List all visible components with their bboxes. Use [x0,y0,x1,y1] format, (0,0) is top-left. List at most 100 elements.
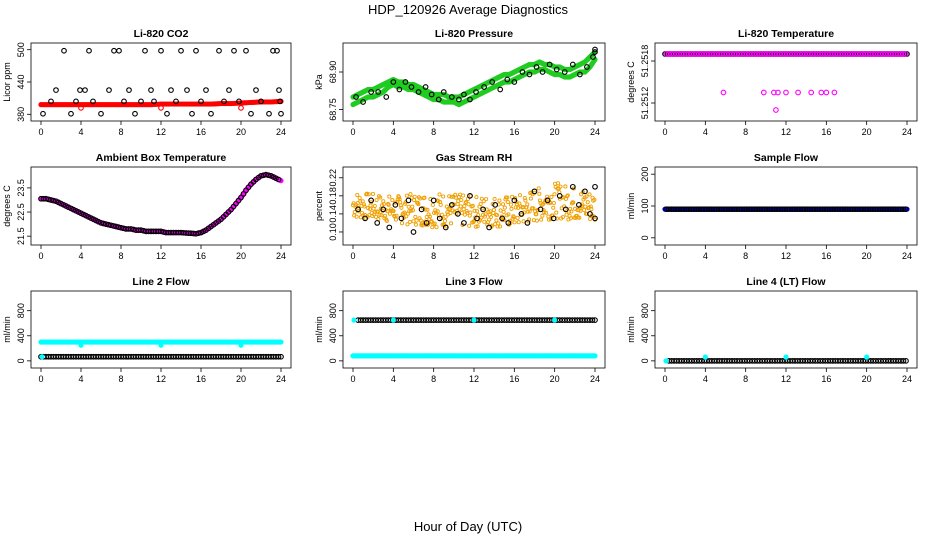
x-tick-label: 16 [509,374,519,384]
data-point [473,89,479,95]
x-tick-label: 24 [590,127,600,137]
x-tick-label: 12 [156,374,166,384]
data-point [113,223,119,230]
panel-line4: Line 4 (LT) Flow ml/min 0 4 8 12 16 20 24 0 400 800 [626,276,918,384]
data-point [587,211,593,217]
data-point [368,203,373,208]
data-point [456,96,462,103]
data-point [366,192,371,197]
data-point [903,358,909,364]
x-tick-label: 8 [118,374,123,384]
data-point [425,222,431,227]
data-point [355,193,360,198]
x-tick-label: 0 [350,251,355,261]
data-point [569,183,576,190]
data-point [351,317,357,323]
data-point [542,210,547,215]
data-point [447,194,452,199]
data-point [438,202,443,207]
data-point [592,197,597,202]
data-point [592,215,598,222]
data-point [900,358,907,364]
x-tick-label: 8 [118,127,123,137]
data-point [184,87,190,93]
data-point [472,208,477,213]
data-point [48,197,54,203]
y-tick-label: 0 [640,358,650,363]
y-tick-label: 0 [16,358,26,363]
data-point [525,202,530,207]
data-point [368,89,375,95]
data-point [471,219,477,224]
data-point [189,110,195,117]
data-point [352,209,357,215]
data-point [422,195,427,200]
data-point [481,199,486,204]
data-point [588,204,593,209]
data-point [543,210,549,215]
y-tick-label: 22.5 [16,203,26,221]
data-point [394,213,399,218]
series-0 [38,339,284,345]
data-point [773,107,779,113]
data-point [505,200,510,205]
data-point [576,202,582,208]
panel-title: Line 3 Flow [445,276,503,288]
x-tick-label: 16 [509,251,519,261]
data-point [128,226,134,232]
data-point [430,202,435,207]
data-point [502,205,507,210]
data-point [412,198,417,203]
data-point [497,86,504,93]
data-point [422,84,429,90]
data-point [253,87,259,93]
data-point [864,354,870,360]
data-point [506,212,511,217]
data-point [531,206,536,211]
x-tick-label: 0 [38,374,43,384]
data-point [398,215,405,222]
data-point [461,207,466,212]
data-point [482,214,487,219]
data-point [203,87,209,93]
data-point [483,212,488,217]
x-tick-label: 0 [662,251,667,261]
data-point [442,218,448,224]
series-0 [350,181,598,230]
x-tick-label: 24 [276,374,286,384]
data-point [381,202,386,207]
data-point [511,197,518,204]
data-point [512,220,517,225]
data-point [544,197,551,204]
data-point [491,207,497,213]
data-point [783,354,789,360]
data-point [524,220,531,226]
data-point [430,197,437,204]
x-tick-label: 4 [703,127,708,137]
data-point [193,47,199,54]
data-point [413,222,418,227]
data-point [585,211,590,216]
data-point [541,208,546,213]
data-point [384,218,389,223]
data-point [390,198,395,203]
data-point [582,188,588,195]
data-point [374,220,381,226]
data-point [178,47,184,54]
data-point [429,219,434,224]
data-point [448,94,455,100]
data-point [238,342,244,348]
data-point [442,224,449,231]
data-point [383,94,390,100]
data-point [702,354,708,360]
panel-title: Li-820 Temperature [738,28,834,40]
y-tick-label: 100 [640,198,650,213]
data-point [484,197,489,202]
data-point [158,47,164,54]
x-tick-label: 4 [391,374,396,384]
x-tick-label: 4 [78,374,83,384]
data-point [409,208,414,213]
data-point [148,87,154,93]
y-tick-label: 0 [640,235,650,240]
data-point [518,211,525,217]
